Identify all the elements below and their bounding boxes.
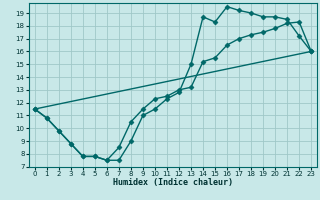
X-axis label: Humidex (Indice chaleur): Humidex (Indice chaleur) [113,178,233,187]
